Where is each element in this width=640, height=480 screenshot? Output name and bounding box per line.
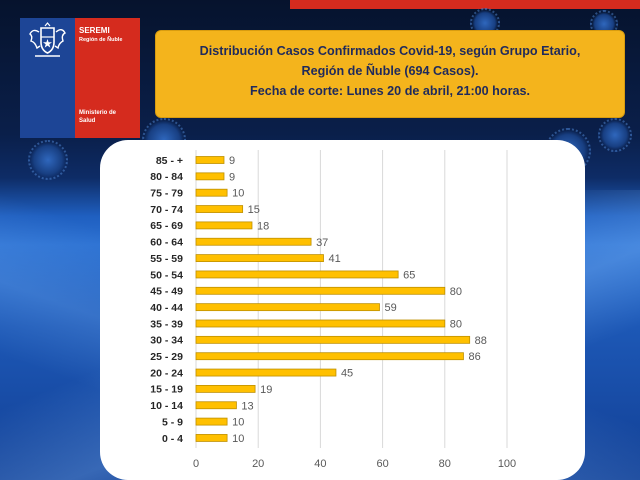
category-label-85-plus: 85 - + (156, 155, 183, 167)
value-label-25-29: 86 (468, 351, 480, 363)
category-label-20-24: 20 - 24 (150, 367, 183, 379)
value-label-20-24: 45 (341, 368, 353, 380)
category-label-10-14: 10 - 14 (150, 400, 183, 412)
category-label-80-84: 80 - 84 (150, 171, 183, 183)
value-label-65-69: 18 (257, 220, 269, 232)
bar-50-54 (195, 270, 399, 279)
x-tick-label: 100 (498, 458, 516, 470)
value-label-55-59: 41 (329, 253, 341, 265)
bar-15-19 (195, 384, 256, 393)
logo-region-text: Región de Ñuble (79, 37, 123, 43)
bar-80-84 (195, 172, 225, 181)
category-label-30-34: 30 - 34 (150, 335, 183, 347)
value-label-15-19: 19 (260, 384, 272, 396)
value-label-35-39: 80 (450, 319, 462, 331)
x-tick-label: 60 (376, 458, 388, 470)
virus-graphic (28, 140, 68, 180)
x-tick-label: 40 (314, 458, 326, 470)
category-label-60-64: 60 - 64 (150, 237, 183, 249)
bar-5-9 (195, 417, 228, 426)
category-label-40-44: 40 - 44 (150, 302, 183, 314)
value-label-10-14: 13 (241, 400, 253, 412)
category-label-25-29: 25 - 29 (150, 351, 183, 363)
bar-10-14 (195, 401, 237, 410)
value-label-85-plus: 9 (229, 155, 235, 167)
bar-0-4 (195, 434, 228, 442)
category-label-50-54: 50 - 54 (150, 269, 183, 281)
value-label-80-84: 9 (229, 171, 235, 183)
bar-70-74 (195, 205, 244, 213)
category-label-35-39: 35 - 39 (150, 318, 183, 330)
category-label-55-59: 55 - 59 (150, 253, 183, 265)
value-label-30-34: 88 (475, 335, 487, 347)
bar-85-plus (195, 156, 225, 164)
top-red-strip (290, 0, 640, 9)
bar-20-24 (195, 368, 337, 377)
coat-of-arms-icon (29, 22, 66, 57)
bar-45-49 (195, 286, 446, 295)
title-line: Distribución Casos Confirmados Covid-19,… (199, 44, 581, 58)
logo-blue-block (20, 18, 75, 138)
value-label-5-9: 10 (232, 417, 244, 429)
virus-graphic (598, 118, 632, 152)
bar-65-69 (195, 221, 253, 230)
title-box: Distribución Casos Confirmados Covid-19,… (155, 30, 625, 118)
x-tick-label: 20 (252, 458, 264, 470)
category-label-0-4: 0 - 4 (162, 433, 183, 445)
category-label-75-79: 75 - 79 (150, 188, 183, 200)
category-label-5-9: 5 - 9 (162, 416, 183, 428)
x-tick-label: 80 (439, 458, 451, 470)
bar-55-59 (195, 254, 324, 262)
bar-25-29 (195, 352, 464, 361)
value-label-45-49: 80 (450, 286, 462, 298)
bar-60-64 (195, 237, 312, 246)
bar-30-34 (195, 335, 471, 344)
bar-40-44 (195, 303, 380, 312)
value-label-60-64: 37 (316, 237, 328, 249)
x-tick-label: 0 (193, 458, 199, 470)
value-label-70-74: 15 (248, 204, 260, 216)
bar-75-79 (195, 188, 228, 197)
category-label-45-49: 45 - 49 (150, 286, 183, 298)
title-line: Fecha de corte: Lunes 20 de abril, 21:00… (250, 84, 530, 98)
logo-org-text: SEREMI (79, 26, 110, 35)
bar-chart: 0 20 40 60 80 100 85 - + 9 80 - 84 9 75 - 79 10 70 -… (150, 150, 516, 470)
logo-red-block: SEREMI Región de Ñuble Ministerio de Sal… (75, 18, 140, 138)
value-label-75-79: 10 (232, 188, 244, 200)
value-label-0-4: 10 (232, 433, 244, 445)
seremi-logo: SEREMI Región de Ñuble Ministerio de Sal… (20, 18, 140, 138)
title-line: Región de Ñuble (694 Casos). (301, 64, 479, 78)
category-label-70-74: 70 - 74 (150, 204, 183, 216)
chart-panel: 0 20 40 60 80 100 85 - + 9 80 - 84 9 75 - 79 10 70 -… (100, 140, 585, 480)
value-label-50-54: 65 (403, 269, 415, 281)
value-label-40-44: 59 (384, 302, 396, 314)
logo-ministry-text: Ministerio de (79, 110, 117, 116)
bar-35-39 (195, 319, 446, 328)
category-label-65-69: 65 - 69 (150, 220, 183, 232)
category-label-15-19: 15 - 19 (150, 384, 183, 396)
logo-ministry-text: Salud (79, 118, 96, 124)
